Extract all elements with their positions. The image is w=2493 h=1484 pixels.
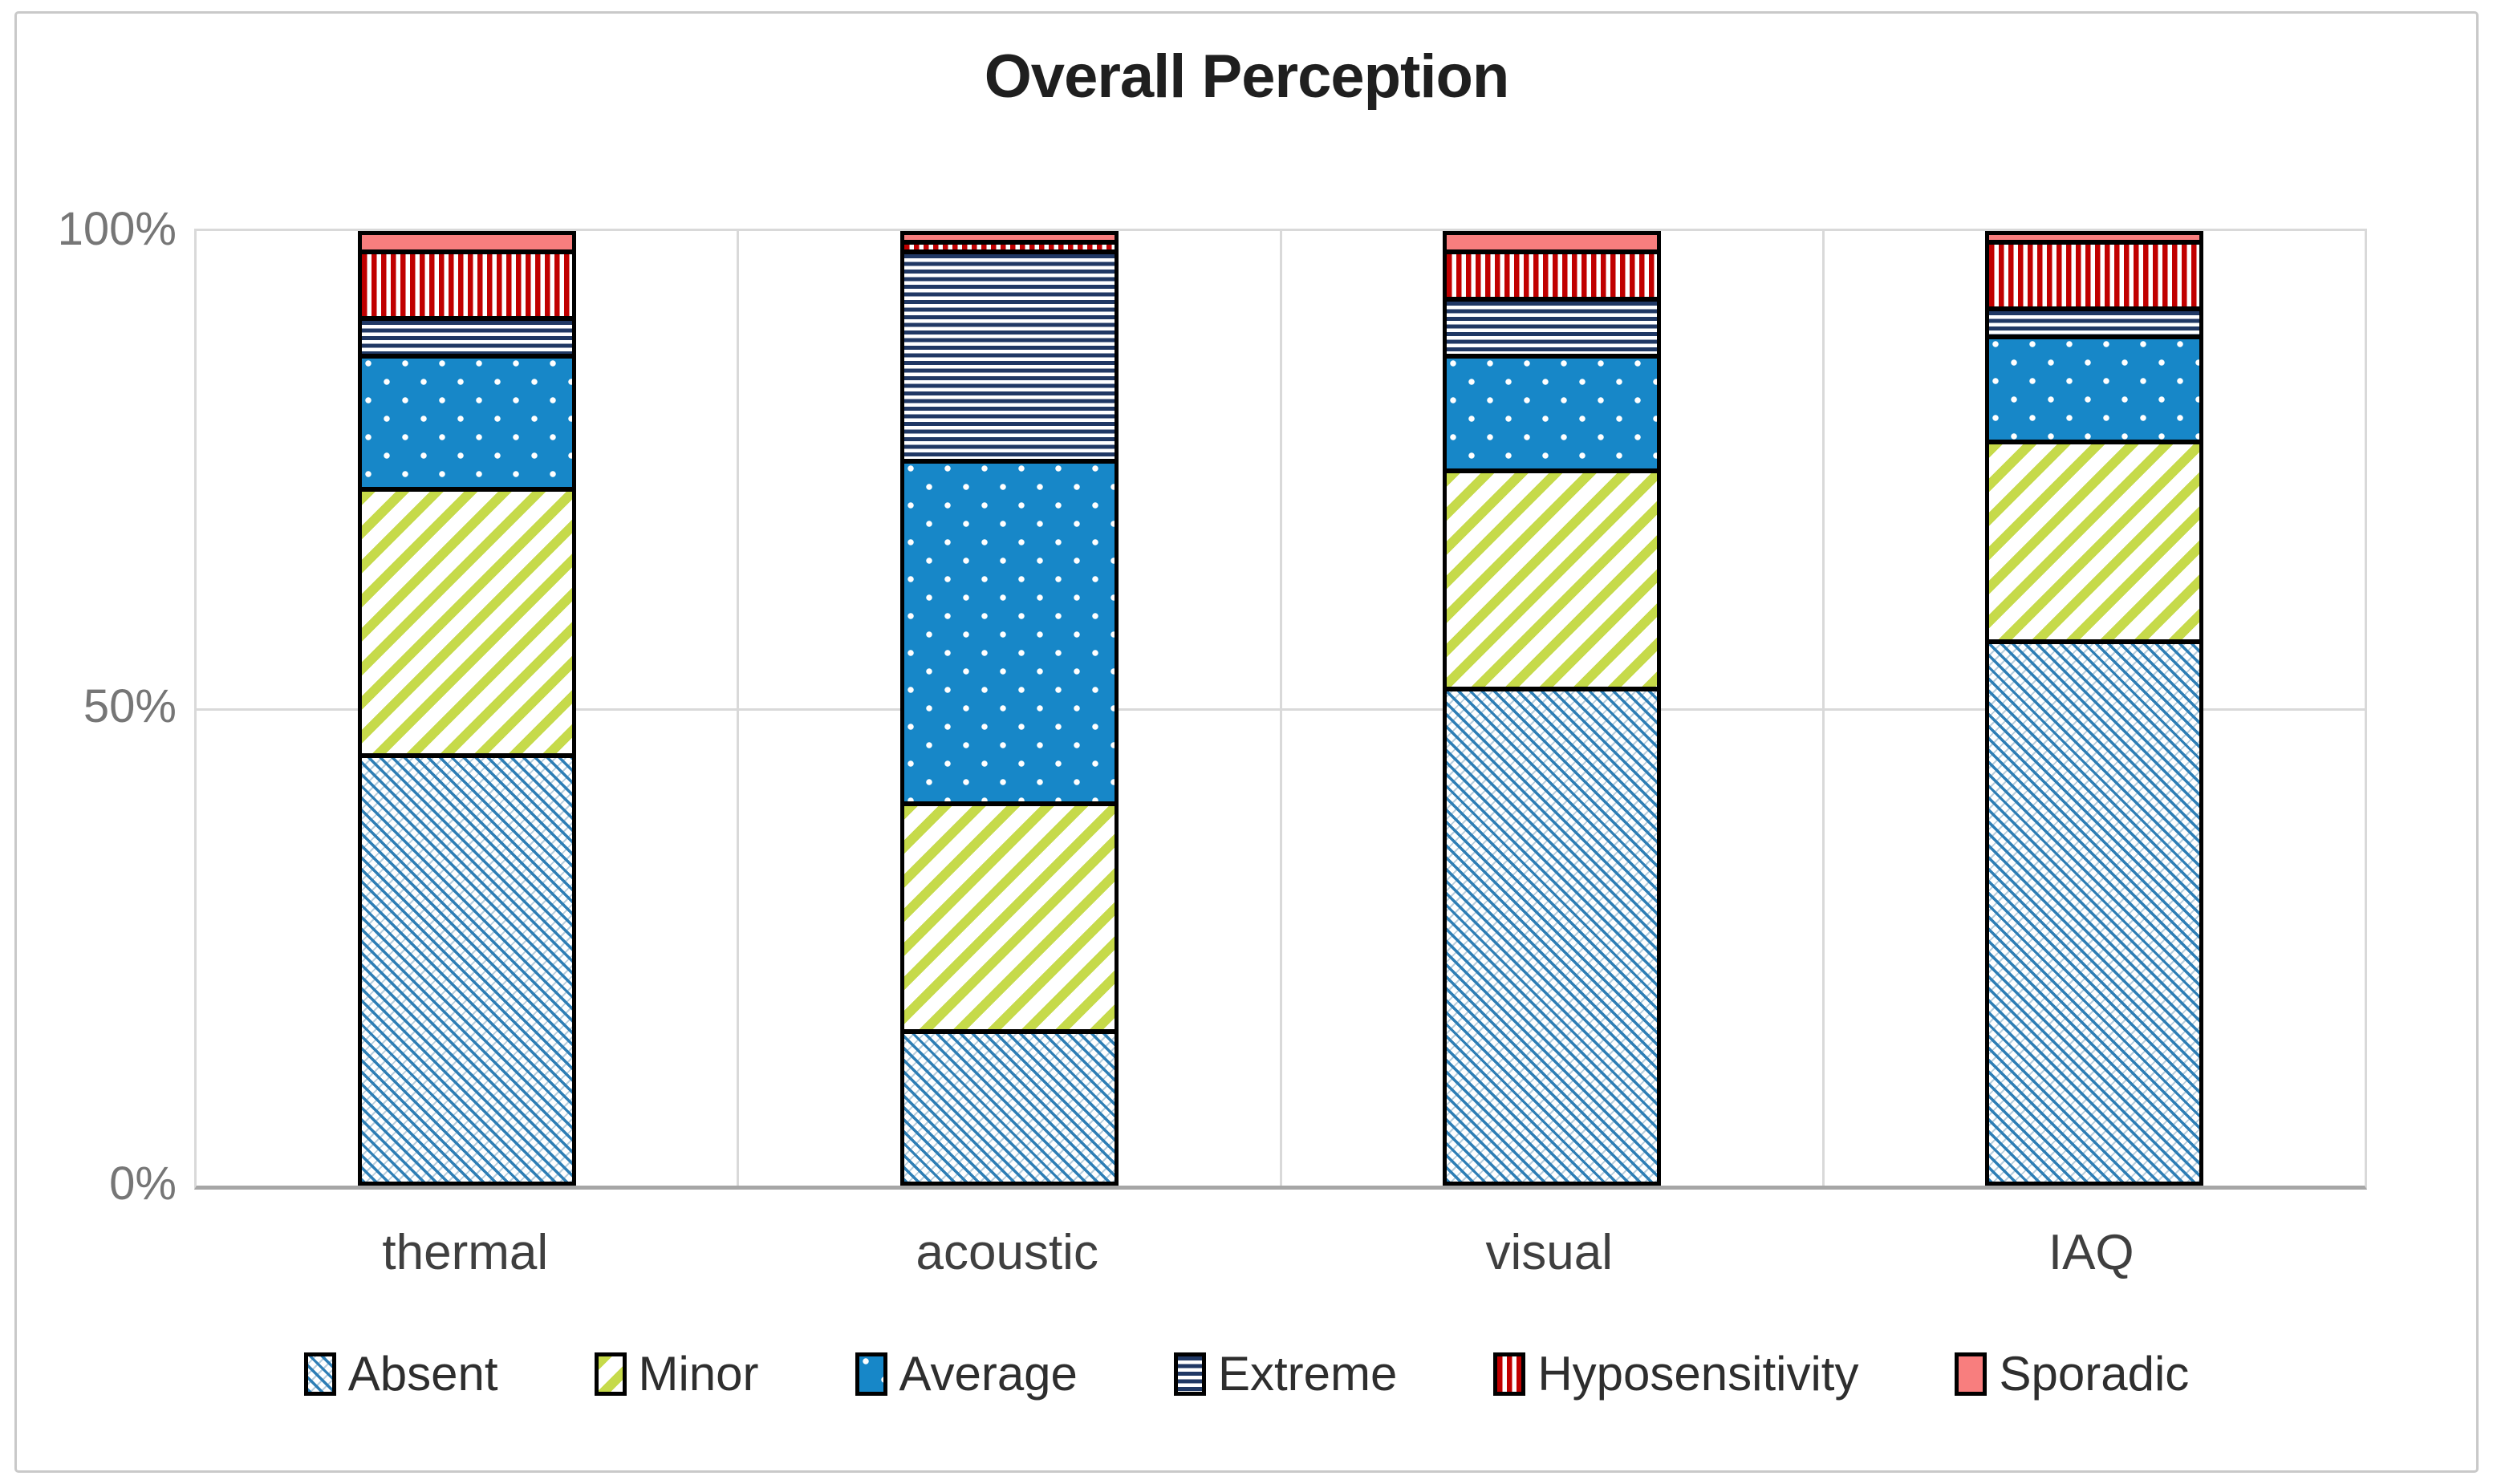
bar-segment-extreme-IAQ xyxy=(1987,308,2203,338)
legend-item-sporadic: Sporadic xyxy=(1955,1346,2189,1401)
y-axis-tick-100: 100% xyxy=(57,203,177,255)
plot-area xyxy=(194,229,2367,1190)
legend-label-extreme: Extreme xyxy=(1217,1347,1398,1401)
plot-column-IAQ xyxy=(1825,231,2365,1186)
plot-column-acoustic xyxy=(739,231,1282,1186)
bar-segment-absent-IAQ xyxy=(1987,641,2203,1184)
legend-item-minor: Minor xyxy=(594,1346,759,1401)
legend-swatch-absent-icon xyxy=(303,1352,336,1396)
legend-swatch-sporadic-icon xyxy=(1955,1352,1987,1396)
bar-segment-average-visual xyxy=(1444,356,1660,471)
stacked-bar-thermal xyxy=(357,231,576,1186)
bar-segment-extreme-acoustic xyxy=(901,251,1117,461)
bar-segment-average-IAQ xyxy=(1987,337,2203,442)
legend-label-hyposensitivity: Hyposensitivity xyxy=(1537,1347,1859,1401)
legend-swatch-extreme-icon xyxy=(1173,1352,1206,1396)
bar-segment-average-acoustic xyxy=(901,460,1117,804)
bar-segment-sporadic-IAQ xyxy=(1987,233,2203,242)
legend-item-absent: Absent xyxy=(303,1346,498,1401)
bar-segment-absent-acoustic xyxy=(901,1032,1117,1184)
bar-segment-hyposensitivity-thermal xyxy=(359,251,575,318)
y-axis-tick-50: 50% xyxy=(83,680,177,732)
category-label-visual: visual xyxy=(1485,1225,1613,1280)
bar-segment-average-thermal xyxy=(359,356,575,490)
bar-segment-absent-visual xyxy=(1444,689,1660,1184)
x-axis-labels: thermal acoustic visual IAQ xyxy=(194,1224,2362,1281)
legend: Absent Minor Average Extreme Hyposensitivity… xyxy=(0,1346,2493,1401)
stacked-bar-acoustic xyxy=(899,231,1119,1186)
category-label-IAQ: IAQ xyxy=(2048,1225,2134,1280)
bar-segment-minor-visual xyxy=(1444,470,1660,690)
bar-segment-minor-acoustic xyxy=(901,803,1117,1032)
chart-title: Overall Perception xyxy=(984,43,1510,111)
legend-label-minor: Minor xyxy=(638,1347,759,1401)
stacked-bar-visual xyxy=(1443,231,1662,1186)
legend-label-absent: Absent xyxy=(347,1347,498,1401)
bar-segment-absent-thermal xyxy=(359,756,575,1184)
legend-swatch-minor-icon xyxy=(594,1352,627,1396)
plot-column-thermal xyxy=(197,231,740,1186)
legend-item-average: Average xyxy=(855,1346,1078,1401)
category-label-acoustic: acoustic xyxy=(916,1225,1098,1280)
category-label-thermal: thermal xyxy=(382,1225,549,1280)
stacked-bar-IAQ xyxy=(1985,231,2204,1186)
figure-border xyxy=(14,11,2479,1473)
plot-column-visual xyxy=(1282,231,1825,1186)
legend-item-extreme: Extreme xyxy=(1173,1346,1398,1401)
bar-segment-minor-IAQ xyxy=(1987,441,2203,642)
bar-segment-extreme-visual xyxy=(1444,299,1660,357)
bar-segment-hyposensitivity-visual xyxy=(1444,251,1660,300)
bar-segment-hyposensitivity-IAQ xyxy=(1987,241,2203,309)
bar-segment-minor-thermal xyxy=(359,489,575,756)
y-axis-tick-0: 0% xyxy=(109,1158,177,1210)
bar-segment-sporadic-visual xyxy=(1444,233,1660,252)
legend-swatch-hyposensitivity-icon xyxy=(1493,1352,1526,1396)
bar-segment-hyposensitivity-acoustic xyxy=(901,241,1117,252)
bar-segment-sporadic-thermal xyxy=(359,233,575,252)
legend-item-hyposensitivity: Hyposensitivity xyxy=(1493,1346,1858,1401)
bar-segment-sporadic-acoustic xyxy=(901,233,1117,242)
legend-label-average: Average xyxy=(899,1347,1078,1401)
legend-swatch-average-icon xyxy=(855,1352,887,1396)
legend-label-sporadic: Sporadic xyxy=(1999,1347,2190,1401)
bar-segment-extreme-thermal xyxy=(359,318,575,357)
